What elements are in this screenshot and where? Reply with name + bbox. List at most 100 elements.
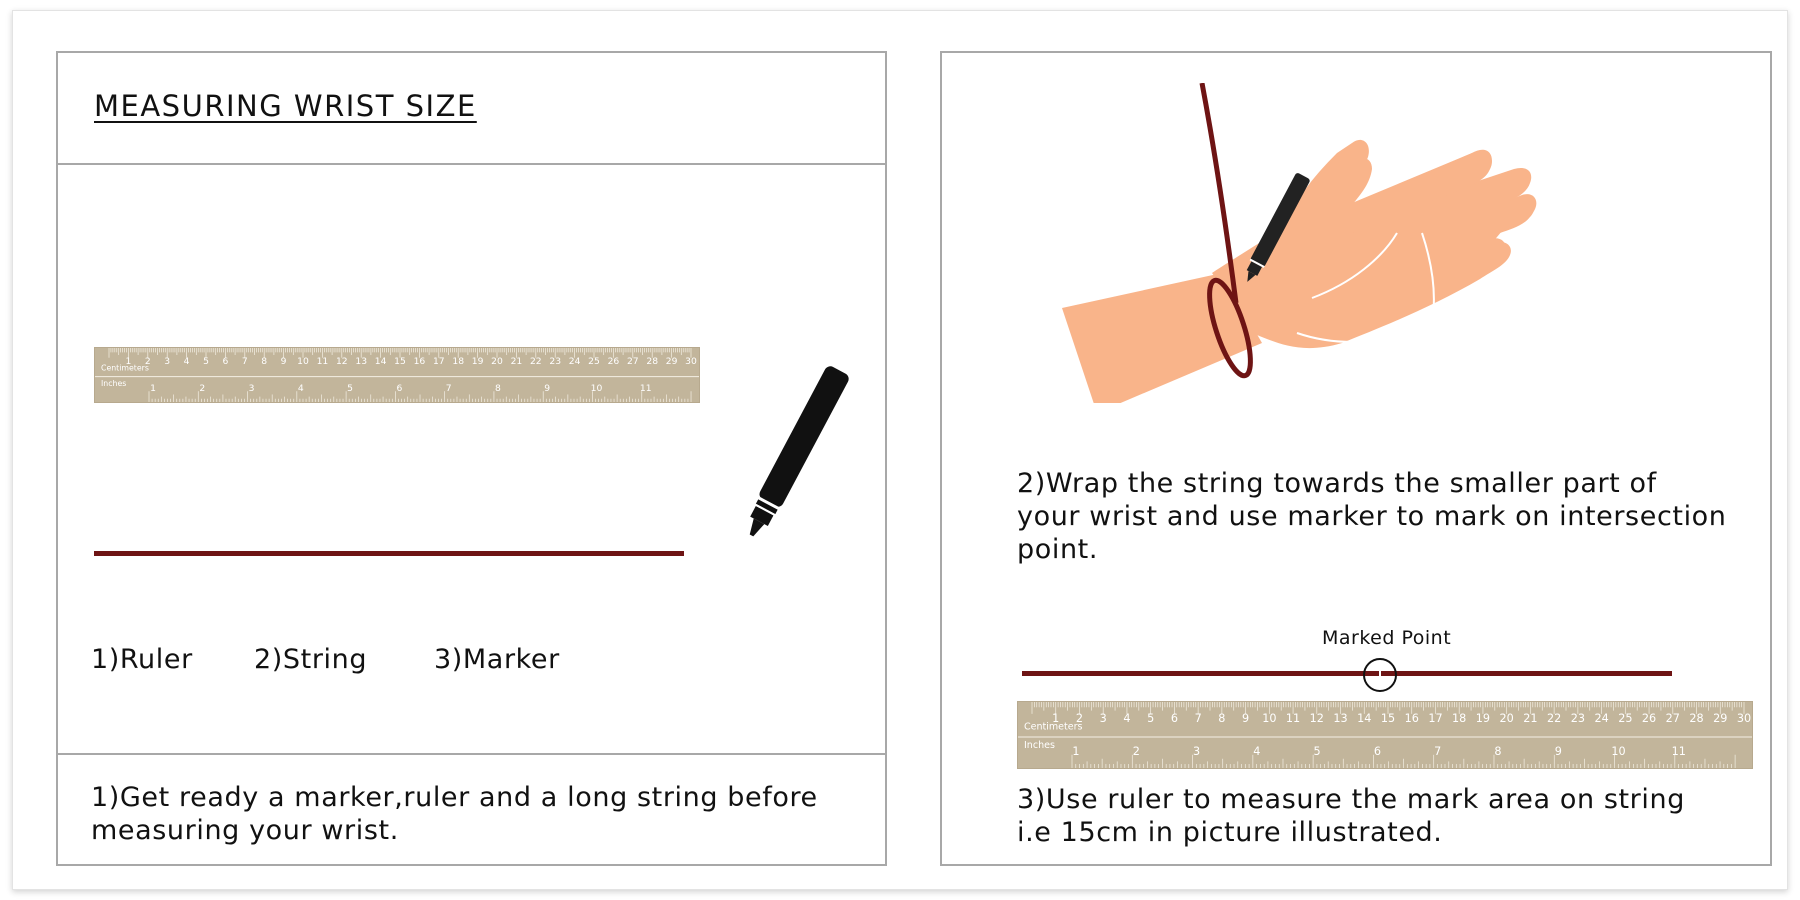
marked-point-label: Marked Point — [1322, 627, 1452, 649]
header-divider — [58, 163, 885, 165]
ruler-cm-label: 14 — [375, 356, 387, 367]
hand-icon — [1062, 83, 1537, 403]
ruler-icon: 1 2 3 4 5 6 7 8 9 10 11 12 13 14 15 16 17 18 19 20 21 22 23 24 2… — [94, 347, 700, 403]
ruler-inch-label: 2 — [1133, 745, 1140, 758]
ruler-graphic: 1 2 3 4 5 6 7 8 9 10 11 12 13 14 15 16 17 18 19 20 21 22 23 24 2… — [95, 348, 699, 402]
ruler-cm-label: 1 — [125, 356, 131, 367]
ruler-inch-unit: Inches — [101, 379, 126, 388]
material-ruler-label: 1)Ruler — [91, 644, 193, 675]
ruler-cm-unit: Centimeters — [101, 364, 149, 373]
material-string-label: 2)String — [254, 644, 368, 675]
ruler-cm-label: 19 — [1476, 712, 1490, 725]
ruler-cm-label: 13 — [1333, 712, 1347, 725]
ruler-cm-label: 25 — [588, 356, 600, 367]
left-panel: MEASURING WRIST SIZE 1 2 3 4 5 6 7 8 9 10 11 12 13 14… — [56, 51, 887, 866]
ruler-inch-label: 1 — [1072, 745, 1079, 758]
ruler-cm-label: 3 — [1100, 712, 1107, 725]
string-icon — [94, 551, 684, 556]
material-marker-label: 3)Marker — [434, 644, 560, 675]
footer-divider — [58, 753, 885, 755]
ruler-cm-label: 17 — [1428, 712, 1442, 725]
ruler-cm-unit: Centimeters — [1024, 722, 1083, 733]
ruler-cm-label: 11 — [317, 356, 329, 367]
ruler-cm-label: 8 — [261, 356, 267, 367]
ruler-inch-label: 2 — [199, 383, 205, 394]
ruler-cm-label: 1 — [1052, 712, 1059, 725]
ruler-cm-label: 13 — [355, 356, 367, 367]
ruler-cm-label: 9 — [281, 356, 287, 367]
ruler-cm-label: 10 — [1262, 712, 1276, 725]
step3-line1: 3)Use ruler to measure the mark area on … — [1017, 784, 1685, 815]
marker-icon — [749, 366, 849, 537]
step3-line2: i.e 15cm in picture illustrated. — [1017, 817, 1443, 848]
ruler-cm-label: 23 — [549, 356, 561, 367]
ruler-cm-label: 4 — [1123, 712, 1130, 725]
step2-line1: 2)Wrap the string towards the smaller pa… — [1017, 468, 1657, 499]
ruler-cm-label: 29 — [666, 356, 678, 367]
ruler-cm-label: 22 — [1547, 712, 1561, 725]
ruler-inch-label: 1 — [150, 383, 156, 394]
ruler-cm-label: 30 — [685, 356, 697, 367]
ruler-inch-label: 5 — [1314, 745, 1321, 758]
ruler-cm-label: 8 — [1218, 712, 1225, 725]
ruler-cm-label: 5 — [203, 356, 209, 367]
ruler-inch-label: 7 — [446, 383, 452, 394]
ruler-inch-label: 5 — [347, 383, 353, 394]
ruler-cm-label: 27 — [1666, 712, 1680, 725]
ruler-inch-unit: Inches — [1024, 740, 1055, 751]
ruler-inch-label: 3 — [1193, 745, 1200, 758]
ruler-cm-label: 2 — [1076, 712, 1083, 725]
ruler-cm-label: 29 — [1713, 712, 1727, 725]
ruler-cm-label: 26 — [608, 356, 620, 367]
ruler-graphic-large: 1 2 3 4 5 6 7 8 9 10 11 12 13 14 15 16 17 18 19 20 21 22 23 24 2… — [1018, 702, 1752, 768]
page-title: MEASURING WRIST SIZE — [94, 89, 477, 123]
ruler-cm-label: 6 — [222, 356, 228, 367]
ruler-cm-label: 16 — [1405, 712, 1419, 725]
right-panel: 2)Wrap the string towards the smaller pa… — [940, 51, 1772, 866]
measuring-ruler: 1 2 3 4 5 6 7 8 9 10 11 12 13 14 15 16 17 18 19 20 21 22 23 24 2… — [1017, 701, 1753, 769]
ruler-cm-label: 12 — [336, 356, 348, 367]
ruler-cm-label: 9 — [1242, 712, 1249, 725]
ruler-cm-label: 16 — [414, 356, 426, 367]
ruler-cm-label: 3 — [164, 356, 170, 367]
ruler-cm-label: 24 — [1594, 712, 1608, 725]
step2-line3: point. — [1017, 534, 1099, 565]
ruler-inch-label: 8 — [495, 383, 501, 394]
ruler-inch-label: 9 — [544, 383, 550, 394]
ruler-cm-label: 21 — [511, 356, 523, 367]
ruler-inch-label: 7 — [1434, 745, 1441, 758]
ruler-cm-label: 7 — [1195, 712, 1202, 725]
ruler-inch-label: 11 — [640, 383, 652, 394]
marked-point-circle-icon — [1363, 658, 1397, 692]
ruler-cm-label: 11 — [1286, 712, 1300, 725]
step2-line2: your wrist and use marker to mark on int… — [1017, 501, 1727, 532]
ruler-inch-label: 9 — [1555, 745, 1562, 758]
ruler-cm-label: 10 — [297, 356, 309, 367]
ruler-cm-label: 7 — [242, 356, 248, 367]
ruler-cm-label: 20 — [491, 356, 503, 367]
ruler-inch-label: 6 — [396, 383, 402, 394]
step1-line2: measuring your wrist. — [91, 815, 399, 846]
ruler-cm-label: 18 — [1452, 712, 1466, 725]
ruler-cm-label: 27 — [627, 356, 639, 367]
ruler-cm-label: 28 — [646, 356, 658, 367]
ruler-inch-label: 10 — [1611, 745, 1625, 758]
ruler-cm-label: 18 — [452, 356, 464, 367]
ruler-cm-label: 22 — [530, 356, 542, 367]
ruler-cm-label: 4 — [184, 356, 190, 367]
ruler-cm-label: 12 — [1310, 712, 1324, 725]
ruler-cm-label: 17 — [433, 356, 445, 367]
ruler-cm-label: 30 — [1737, 712, 1751, 725]
ruler-cm-label: 6 — [1171, 712, 1178, 725]
ruler-cm-label: 25 — [1618, 712, 1632, 725]
ruler-cm-label: 24 — [569, 356, 581, 367]
ruler-cm-label: 21 — [1523, 712, 1537, 725]
instruction-sheet: MEASURING WRIST SIZE 1 2 3 4 5 6 7 8 9 10 11 12 13 14… — [12, 10, 1788, 890]
ruler-inch-label: 6 — [1374, 745, 1381, 758]
ruler-cm-label: 28 — [1689, 712, 1703, 725]
ruler-inch-label: 11 — [1672, 745, 1686, 758]
ruler-inch-label: 4 — [298, 383, 304, 394]
ruler-inch-label: 8 — [1494, 745, 1501, 758]
ruler-cm-label: 5 — [1147, 712, 1154, 725]
ruler-cm-label: 19 — [472, 356, 484, 367]
